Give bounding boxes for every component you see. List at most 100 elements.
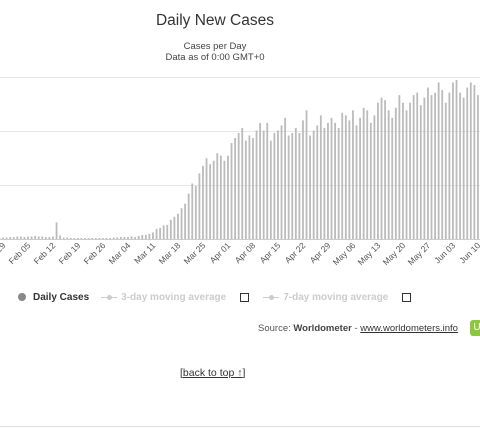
bar-daily-cases[interactable] xyxy=(330,117,333,239)
bar-daily-cases[interactable] xyxy=(191,183,194,239)
bar-daily-cases[interactable] xyxy=(359,117,361,239)
bar-daily-cases[interactable] xyxy=(291,133,294,239)
bar-daily-cases[interactable] xyxy=(269,140,272,239)
bar-daily-cases[interactable] xyxy=(284,117,287,239)
bar-daily-cases[interactable] xyxy=(380,97,383,239)
bar-daily-cases[interactable] xyxy=(194,186,197,239)
bar-daily-cases[interactable] xyxy=(409,102,411,240)
bar-daily-cases[interactable] xyxy=(169,219,172,239)
bar-daily-cases[interactable] xyxy=(84,237,87,239)
bar-daily-cases[interactable] xyxy=(62,237,65,239)
bar-daily-cases[interactable] xyxy=(2,237,4,239)
bar-daily-cases[interactable] xyxy=(327,122,329,239)
bar-daily-cases[interactable] xyxy=(112,237,115,239)
bar-daily-cases[interactable] xyxy=(9,236,12,239)
bar-daily-cases[interactable] xyxy=(141,234,144,239)
bar-daily-cases[interactable] xyxy=(262,130,265,239)
bar-daily-cases[interactable] xyxy=(309,135,311,239)
bar-daily-cases[interactable] xyxy=(398,95,401,239)
bar-daily-cases[interactable] xyxy=(355,125,358,239)
bar-daily-cases[interactable] xyxy=(109,237,112,239)
bar-daily-cases[interactable] xyxy=(344,115,347,239)
bar-daily-cases[interactable] xyxy=(55,222,58,239)
bar-daily-cases[interactable] xyxy=(130,236,133,239)
bar-daily-cases[interactable] xyxy=(66,237,69,239)
bar-daily-cases[interactable] xyxy=(427,87,429,239)
bar-daily-cases[interactable] xyxy=(27,236,29,239)
toggle-7-day-average-checkbox[interactable] xyxy=(402,292,412,302)
bar-daily-cases[interactable] xyxy=(230,143,233,239)
bar-daily-cases[interactable] xyxy=(144,234,147,239)
bar-daily-cases[interactable] xyxy=(137,235,140,239)
bar-daily-cases[interactable] xyxy=(266,122,269,239)
bar-daily-cases[interactable] xyxy=(105,237,108,239)
bar-daily-cases[interactable] xyxy=(202,165,204,239)
bar-daily-cases[interactable] xyxy=(30,236,33,239)
bar-daily-cases[interactable] xyxy=(405,110,408,239)
bar-daily-cases[interactable] xyxy=(277,130,279,239)
bar-daily-cases[interactable] xyxy=(12,236,15,239)
bar-daily-cases[interactable] xyxy=(452,82,454,240)
bar-daily-cases[interactable] xyxy=(198,173,201,239)
bar-daily-cases[interactable] xyxy=(377,102,379,240)
bar-daily-cases[interactable] xyxy=(212,160,215,239)
bar-daily-cases[interactable] xyxy=(59,235,62,239)
legend-item-3-day-average[interactable]: 3-day moving average xyxy=(101,292,226,303)
bar-daily-cases[interactable] xyxy=(180,208,183,239)
bar-daily-cases[interactable] xyxy=(348,120,351,239)
bar-daily-cases[interactable] xyxy=(234,138,237,239)
bar-daily-cases[interactable] xyxy=(477,95,479,239)
bar-daily-cases[interactable] xyxy=(323,127,326,239)
bar-daily-cases[interactable] xyxy=(227,155,229,239)
bar-daily-cases[interactable] xyxy=(434,92,436,240)
share-badge-icon[interactable]: U xyxy=(470,320,480,336)
bar-daily-cases[interactable] xyxy=(469,82,472,240)
bar-daily-cases[interactable] xyxy=(373,115,376,239)
bar-daily-cases[interactable] xyxy=(312,130,315,239)
bar-daily-cases[interactable] xyxy=(302,120,304,239)
bar-daily-cases[interactable] xyxy=(287,135,290,239)
bar-daily-cases[interactable] xyxy=(273,133,276,239)
bar-daily-cases[interactable] xyxy=(462,97,465,239)
bar-daily-cases[interactable] xyxy=(341,112,344,239)
bar-daily-cases[interactable] xyxy=(148,233,151,239)
bar-daily-cases[interactable] xyxy=(44,236,47,239)
bar-daily-cases[interactable] xyxy=(384,100,386,239)
bar-daily-cases[interactable] xyxy=(294,127,297,239)
bar-daily-cases[interactable] xyxy=(69,237,72,239)
bar-daily-cases[interactable] xyxy=(116,237,119,239)
bar-daily-cases[interactable] xyxy=(466,87,469,239)
bar-daily-cases[interactable] xyxy=(162,225,165,239)
source-link[interactable]: www.worldometers.info xyxy=(360,323,458,334)
bar-daily-cases[interactable] xyxy=(91,237,94,239)
bar-daily-cases[interactable] xyxy=(177,213,179,239)
bar-daily-cases[interactable] xyxy=(416,92,419,240)
bar-daily-cases[interactable] xyxy=(441,90,444,239)
bar-daily-cases[interactable] xyxy=(248,135,251,239)
bar-daily-cases[interactable] xyxy=(316,125,319,239)
bar-daily-cases[interactable] xyxy=(337,127,340,239)
bar-daily-cases[interactable] xyxy=(205,158,208,239)
bar-daily-cases[interactable] xyxy=(219,155,222,239)
bar-daily-cases[interactable] xyxy=(255,130,258,239)
bar-daily-cases[interactable] xyxy=(305,110,308,239)
bar-daily-cases[interactable] xyxy=(455,80,458,239)
bar-daily-cases[interactable] xyxy=(98,237,101,239)
bar-daily-cases[interactable] xyxy=(184,203,187,239)
bar-daily-cases[interactable] xyxy=(37,236,40,239)
bar-daily-cases[interactable] xyxy=(259,122,262,239)
bar-daily-cases[interactable] xyxy=(166,224,169,239)
bar-daily-cases[interactable] xyxy=(387,110,390,239)
bar-daily-cases[interactable] xyxy=(352,110,354,239)
bar-daily-cases[interactable] xyxy=(102,237,104,239)
bar-daily-cases[interactable] xyxy=(223,160,226,239)
bar-daily-cases[interactable] xyxy=(187,193,190,239)
bar-daily-cases[interactable] xyxy=(127,236,129,239)
bar-daily-cases[interactable] xyxy=(94,237,97,239)
bar-daily-cases[interactable] xyxy=(394,107,397,239)
bar-daily-cases[interactable] xyxy=(87,237,90,239)
bar-daily-cases[interactable] xyxy=(34,235,37,239)
bar-daily-cases[interactable] xyxy=(5,237,8,239)
bar-daily-cases[interactable] xyxy=(298,133,301,239)
bar-daily-cases[interactable] xyxy=(244,140,247,239)
